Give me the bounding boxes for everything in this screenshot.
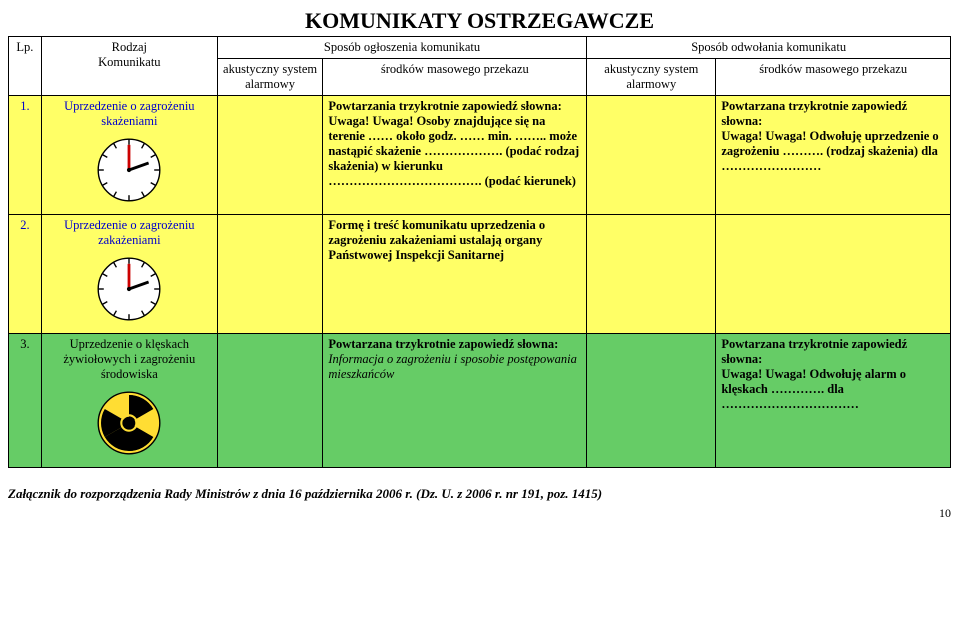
table-row: 1. Uprzedzenie o zagrożeniu skażeniami [9,96,951,215]
rodzaj-text: Uprzedzenie o zagrożeniu zakażeniami [47,218,212,248]
radiation-icon [94,388,164,458]
cell-srodki-2: Powtarzana trzykrotnie zapowiedź słowna:… [716,96,951,215]
col-akust-1: akustyczny system alarmowy [217,59,323,96]
cell-rodzaj: Uprzedzenie o klęskach żywiołowych i zag… [41,334,217,468]
col-akust-2: akustyczny system alarmowy [587,59,716,96]
clock-icon [94,254,164,324]
col-oglosz: Sposób ogłoszenia komunikatu [217,37,587,59]
cell-lp: 1. [9,96,42,215]
rodzaj-text: Uprzedzenie o klęskach żywiołowych i zag… [47,337,212,382]
text-out-intro: Powtarzana trzykrotnie zapowiedź słowna: [721,337,907,366]
page-number: 10 [8,506,951,521]
cell-srodki-1: Powtarzania trzykrotnie zapowiedź słowna… [323,96,587,215]
text-intro: Powtarzana trzykrotnie zapowiedź słowna: [328,337,558,351]
cell-rodzaj: Uprzedzenie o zagrożeniu zakażeniami [41,215,217,334]
cell-srodki-1: Powtarzana trzykrotnie zapowiedź słowna:… [323,334,587,468]
cell-srodki-2: Powtarzana trzykrotnie zapowiedź słowna:… [716,334,951,468]
text-out-body: Uwaga! Uwaga! Odwołuję alarm o klęskach … [721,367,906,411]
col-srodki-2: środków masowego przekazu [716,59,951,96]
text-out-body: Uwaga! Uwaga! Odwołuję uprzedzenie o zag… [721,129,938,173]
header-row-1: Lp. Rodzaj Komunikatu Sposób ogłoszenia … [9,37,951,59]
cell-rodzaj: Uprzedzenie o zagrożeniu skażeniami [41,96,217,215]
cell-srodki-1: Formę i treść komunikatu uprzedzenia o z… [323,215,587,334]
footer-citation: Załącznik do rozporządzenia Rady Ministr… [8,486,951,502]
cell-srodki-2 [716,215,951,334]
cell-lp: 2. [9,215,42,334]
clock-icon [94,135,164,205]
text-body: Informacja o zagrożeniu i sposobie postę… [328,352,577,381]
cell-akust-1 [217,96,323,215]
text-out-intro: Powtarzana trzykrotnie zapowiedź słowna: [721,99,907,128]
cell-akust-2 [587,215,716,334]
table-row: 2. Uprzedzenie o zagrożeniu zakażeniami [9,215,951,334]
cell-lp: 3. [9,334,42,468]
text-body: Uwaga! Uwaga! Osoby znajdujące się na te… [328,114,579,173]
col-odwol: Sposób odwołania komunikatu [587,37,951,59]
rodzaj-text: Uprzedzenie o zagrożeniu skażeniami [47,99,212,129]
cell-akust-1 [217,334,323,468]
alerts-table: Lp. Rodzaj Komunikatu Sposób ogłoszenia … [8,36,951,468]
cell-akust-2 [587,96,716,215]
page-title: KOMUNIKATY OSTRZEGAWCZE [8,8,951,34]
text-intro: Powtarzania trzykrotnie zapowiedź słowna… [328,99,561,113]
cell-akust-2 [587,334,716,468]
col-lp: Lp. [9,37,42,96]
cell-akust-1 [217,215,323,334]
table-row: 3. Uprzedzenie o klęskach żywiołowych i … [9,334,951,468]
col-srodki-1: środków masowego przekazu [323,59,587,96]
col-rodzaj: Rodzaj Komunikatu [41,37,217,96]
